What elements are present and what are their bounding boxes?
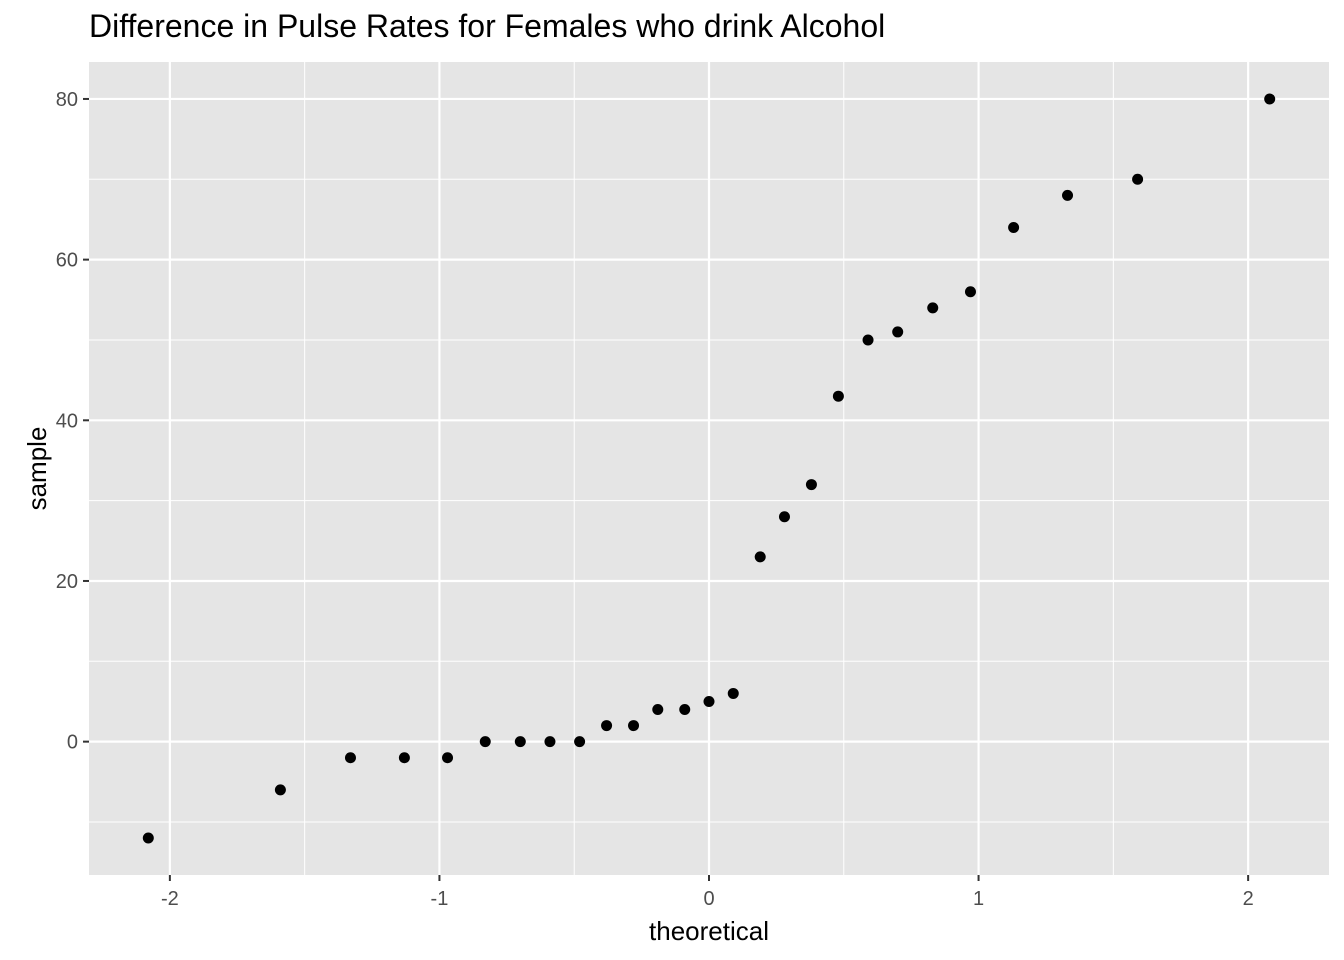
data-point — [652, 704, 664, 716]
y-tick-label: 60 — [56, 250, 78, 272]
data-point — [805, 479, 817, 491]
major-grid — [89, 62, 1329, 875]
data-point — [727, 687, 739, 699]
data-point — [142, 832, 154, 844]
data-point — [892, 326, 904, 338]
x-tick-label: 2 — [1243, 888, 1254, 910]
data-point — [514, 736, 526, 748]
data-point — [703, 695, 715, 707]
x-tick-label: -1 — [431, 888, 449, 910]
y-tick-label: 20 — [56, 571, 78, 593]
data-point — [1132, 173, 1144, 185]
data-point — [778, 511, 790, 523]
x-tick-label: 0 — [703, 888, 714, 910]
data-points — [142, 93, 1276, 844]
y-tick-label: 80 — [56, 89, 78, 111]
data-point — [964, 286, 976, 298]
data-point — [862, 334, 874, 346]
data-point — [927, 302, 939, 314]
data-point — [628, 720, 640, 732]
x-axis-title: theoretical — [649, 916, 769, 946]
data-point — [398, 752, 410, 764]
x-tick-label: -2 — [161, 888, 179, 910]
x-axis: -2 -1 0 1 2 — [161, 875, 1254, 910]
data-point — [601, 720, 613, 732]
chart-title: Difference in Pulse Rates for Females wh… — [89, 8, 886, 44]
x-tick-label: 1 — [973, 888, 984, 910]
y-tick-label: 0 — [67, 732, 78, 754]
data-point — [754, 551, 766, 563]
data-point — [1062, 189, 1074, 201]
y-tick-label: 40 — [56, 410, 78, 432]
data-point — [274, 784, 286, 796]
data-point — [1008, 221, 1020, 233]
data-point — [1264, 93, 1276, 105]
data-point — [544, 736, 556, 748]
y-axis: 0 20 40 60 80 — [56, 89, 89, 754]
data-point — [344, 752, 356, 764]
data-point — [442, 752, 454, 764]
data-point — [832, 390, 844, 402]
data-point — [679, 704, 691, 716]
data-point — [574, 736, 586, 748]
data-point — [479, 736, 491, 748]
y-axis-title: sample — [22, 427, 52, 511]
